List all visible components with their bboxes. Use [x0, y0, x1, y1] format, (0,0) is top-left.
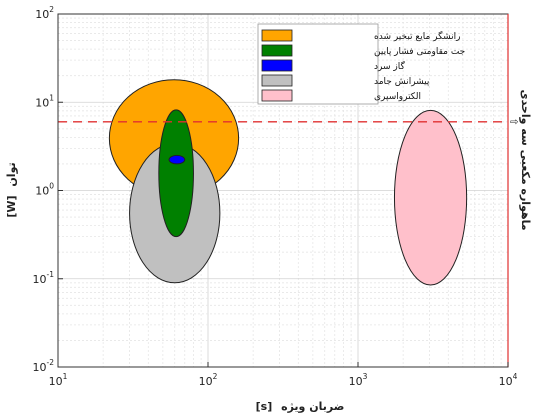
- x-axis-name: ضربان ویژه: [281, 400, 344, 413]
- y-tick-label-3: 101: [35, 93, 54, 109]
- legend-label-4: الکترواسپری: [374, 92, 421, 102]
- x-tick-label-2: 103: [349, 372, 368, 388]
- y-axis-label: [W] توان: [5, 162, 18, 217]
- reference-line-label: ماهواره مکعبی سه واحدی: [519, 89, 532, 230]
- y-axis-unit: [W]: [5, 195, 18, 217]
- ellipse-series-4: [393, 109, 468, 286]
- x-axis-label: [s] ضربان ویژه: [256, 400, 345, 413]
- ellipse-series-2: [158, 109, 194, 238]
- legend-label-3: گاز سرد: [374, 60, 405, 72]
- reference-arrow-icon: ⇨: [510, 117, 518, 128]
- legend-swatch-4: [261, 89, 293, 102]
- legend-swatch-1: [261, 74, 293, 87]
- legend-label-1: پیشرانش جامد: [374, 77, 430, 87]
- y-axis-ticks: 10-2 10-1 100 101 102: [33, 5, 63, 374]
- legend-swatch-2: [261, 44, 293, 57]
- legend-label-2: جت مقاومتی فشار پایین: [374, 47, 465, 57]
- data-ellipses: [108, 79, 468, 286]
- x-tick-label-0: 101: [49, 372, 68, 388]
- x-tick-label-1: 102: [199, 372, 218, 388]
- x-axis-unit: [s]: [256, 400, 273, 413]
- ellipse-series-3: [168, 154, 186, 165]
- x-tick-label-3: 104: [499, 372, 518, 388]
- y-tick-label-1: 10-1: [33, 270, 55, 286]
- legend-swatch-3: [261, 59, 293, 72]
- y-tick-label-4: 102: [35, 5, 54, 21]
- y-tick-label-2: 100: [35, 182, 54, 198]
- x-axis-ticks: 101 102 103 104: [49, 362, 518, 388]
- y-axis-name: توان: [5, 162, 18, 186]
- legend: رانشگر مایع تبخیر شده جت مقاومتی فشار پای…: [257, 23, 465, 105]
- legend-swatch-0: [261, 29, 293, 42]
- legend-label-0: رانشگر مایع تبخیر شده: [374, 30, 460, 42]
- y-tick-label-0: 10-2: [33, 358, 55, 374]
